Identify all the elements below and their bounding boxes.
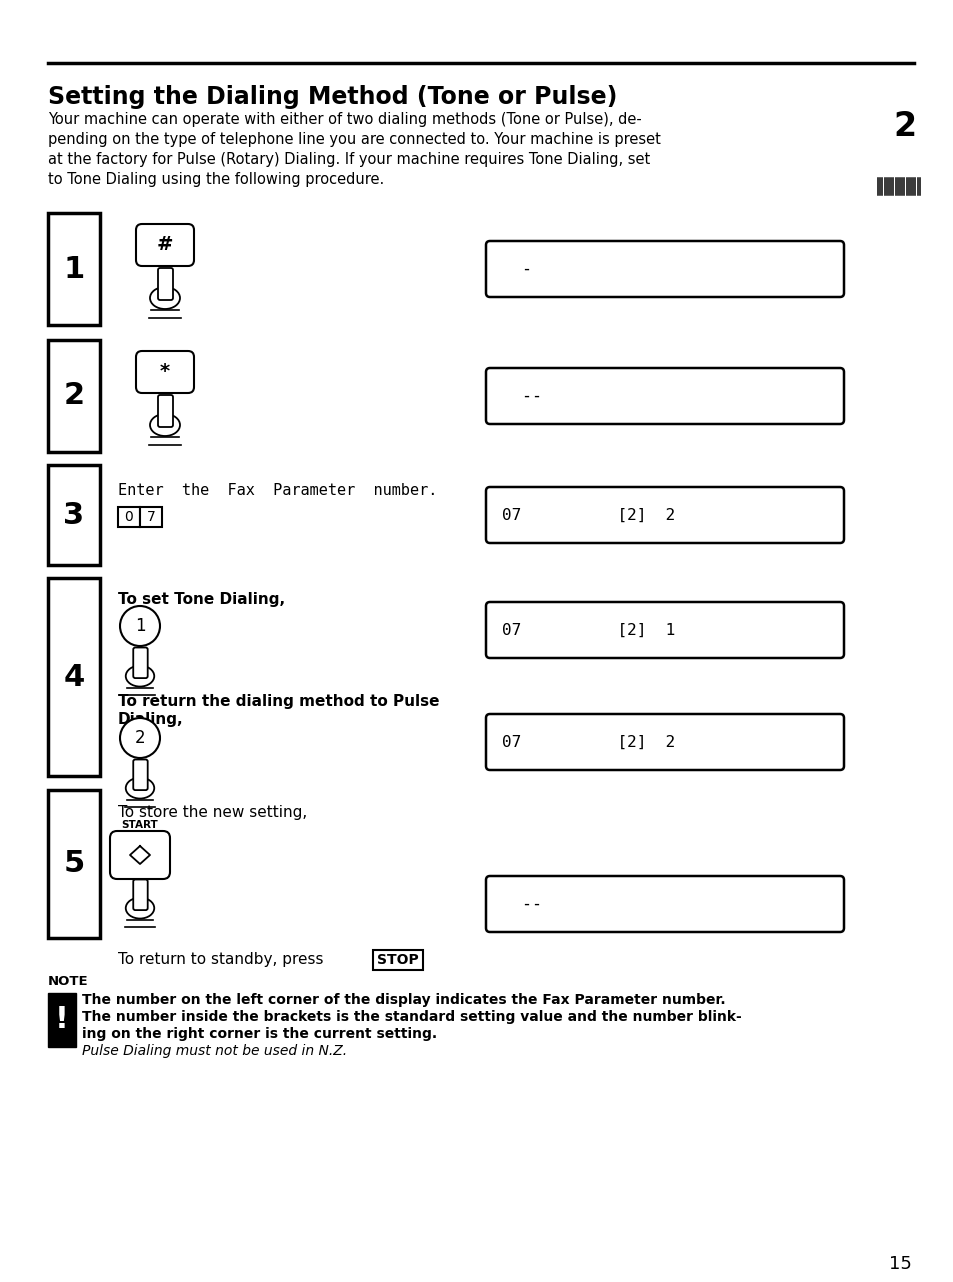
Text: To return the dialing method to Pulse: To return the dialing method to Pulse <box>118 694 439 709</box>
FancyBboxPatch shape <box>110 831 170 879</box>
Text: 7: 7 <box>147 510 155 524</box>
Bar <box>118 506 140 527</box>
Text: 15: 15 <box>887 1255 910 1273</box>
FancyBboxPatch shape <box>136 224 193 265</box>
FancyBboxPatch shape <box>485 714 843 770</box>
Text: 2: 2 <box>134 729 145 747</box>
Text: 0: 0 <box>125 510 133 524</box>
Text: START: START <box>121 820 158 829</box>
Ellipse shape <box>150 414 180 436</box>
Text: 5: 5 <box>63 850 85 878</box>
Text: Your machine can operate with either of two dialing methods (Tone or Pulse), de-: Your machine can operate with either of … <box>48 112 641 127</box>
Text: To store the new setting,: To store the new setting, <box>118 805 307 820</box>
Text: 1: 1 <box>63 255 85 283</box>
Bar <box>140 506 162 527</box>
Text: --: -- <box>501 387 541 405</box>
Text: pending on the type of telephone line you are connected to. Your machine is pres: pending on the type of telephone line yo… <box>48 132 660 147</box>
Circle shape <box>120 718 160 758</box>
Text: 3: 3 <box>63 500 85 529</box>
FancyBboxPatch shape <box>485 603 843 658</box>
Bar <box>48 340 100 453</box>
FancyBboxPatch shape <box>158 268 172 300</box>
Text: 4: 4 <box>63 663 85 691</box>
Ellipse shape <box>126 897 154 918</box>
Circle shape <box>120 606 160 646</box>
Text: --: -- <box>501 895 541 913</box>
Bar <box>48 790 100 938</box>
FancyBboxPatch shape <box>133 879 148 910</box>
FancyBboxPatch shape <box>136 351 193 394</box>
Text: NOTE: NOTE <box>48 976 89 988</box>
Text: 07          [2]  2: 07 [2] 2 <box>501 508 675 523</box>
Text: Pulse Dialing must not be used in N.Z.: Pulse Dialing must not be used in N.Z. <box>82 1044 347 1058</box>
Bar <box>48 994 76 1047</box>
Text: The number on the left corner of the display indicates the Fax Parameter number.: The number on the left corner of the dis… <box>82 994 725 1006</box>
Bar <box>48 213 100 326</box>
Bar <box>373 950 422 970</box>
Text: at the factory for Pulse (Rotary) Dialing. If your machine requires Tone Dialing: at the factory for Pulse (Rotary) Dialin… <box>48 153 650 167</box>
FancyBboxPatch shape <box>133 759 148 790</box>
Text: ing on the right corner is the current setting.: ing on the right corner is the current s… <box>82 1027 436 1041</box>
Text: -: - <box>501 260 532 278</box>
Text: Dialing,: Dialing, <box>118 712 183 727</box>
Ellipse shape <box>126 778 154 799</box>
Text: To return to standby, press: To return to standby, press <box>118 953 328 967</box>
FancyBboxPatch shape <box>485 241 843 297</box>
Text: to Tone Dialing using the following procedure.: to Tone Dialing using the following proc… <box>48 172 384 187</box>
Text: #: # <box>156 236 173 255</box>
Text: 07          [2]  2: 07 [2] 2 <box>501 735 675 750</box>
Text: Setting the Dialing Method (Tone or Pulse): Setting the Dialing Method (Tone or Puls… <box>48 85 617 109</box>
Text: Enter  the  Fax  Parameter  number.: Enter the Fax Parameter number. <box>118 483 436 497</box>
Text: 2: 2 <box>893 110 916 144</box>
FancyBboxPatch shape <box>485 487 843 544</box>
Text: To set Tone Dialing,: To set Tone Dialing, <box>118 592 285 606</box>
Text: *: * <box>160 363 170 382</box>
Text: !: ! <box>55 1005 69 1035</box>
Text: 1: 1 <box>134 617 145 635</box>
FancyBboxPatch shape <box>158 395 172 427</box>
FancyBboxPatch shape <box>485 876 843 932</box>
Ellipse shape <box>126 665 154 687</box>
Text: STOP: STOP <box>376 953 418 967</box>
Bar <box>48 578 100 776</box>
Text: 2: 2 <box>63 382 85 410</box>
FancyBboxPatch shape <box>485 368 843 424</box>
Ellipse shape <box>150 287 180 309</box>
Text: 07          [2]  1: 07 [2] 1 <box>501 623 675 637</box>
Text: The number inside the brackets is the standard setting value and the number blin: The number inside the brackets is the st… <box>82 1010 741 1024</box>
FancyBboxPatch shape <box>133 647 148 678</box>
Bar <box>48 465 100 565</box>
